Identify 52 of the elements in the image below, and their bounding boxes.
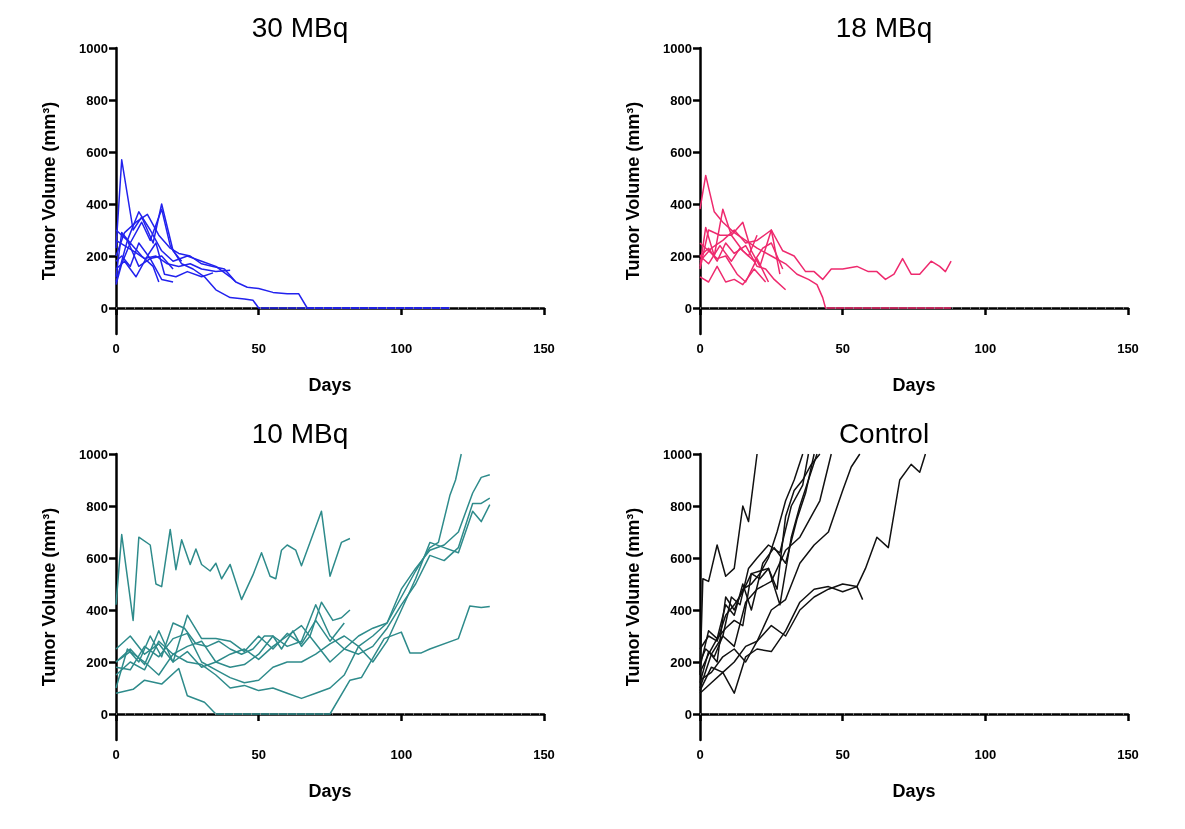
chart-title: Control: [838, 417, 930, 449]
y-tick-label: 1000: [663, 40, 692, 56]
x-tick-label: 0: [696, 747, 704, 762]
y-tick-label: 600: [670, 550, 692, 566]
x-tick-label: 150: [1117, 341, 1139, 356]
y-tick-label: 0: [684, 706, 692, 722]
y-axis-title: Tumor Volume (mm³): [39, 101, 59, 281]
x-tick-label: 100: [390, 747, 413, 762]
x-tick-label: 50: [251, 341, 266, 356]
y-tick-label: 0: [684, 300, 692, 316]
x-tick-label: 150: [1117, 747, 1139, 762]
x-axis-title: Days: [308, 375, 352, 395]
x-tick-label: 100: [390, 341, 413, 356]
y-tick-label: 800: [670, 92, 692, 108]
y-tick-label: 400: [670, 196, 692, 212]
y-tick-label: 200: [86, 248, 108, 264]
y-tick-label: 400: [670, 602, 692, 618]
y-tick-label: 400: [86, 196, 108, 212]
x-tick-label: 100: [974, 341, 997, 356]
chart-title: 30 MBq: [251, 11, 349, 43]
x-tick-label: 0: [112, 747, 120, 762]
y-tick-label: 1000: [79, 446, 108, 462]
x-tick-label: 0: [112, 341, 120, 356]
y-tick-label: 1000: [79, 40, 108, 56]
y-tick-label: 800: [670, 498, 692, 514]
x-tick-label: 50: [251, 747, 266, 762]
x-tick-label: 150: [533, 341, 555, 356]
x-tick-label: 150: [533, 747, 555, 762]
y-tick-label: 800: [86, 92, 108, 108]
y-tick-label: 800: [86, 498, 108, 514]
chart-title: 18 MBq: [835, 11, 933, 43]
y-axis-title: Tumor Volume (mm³): [623, 101, 643, 281]
chart-title: 10 MBq: [251, 417, 349, 449]
y-tick-label: 1000: [663, 446, 692, 462]
y-tick-label: 600: [86, 144, 108, 160]
x-tick-label: 50: [835, 341, 850, 356]
y-tick-label: 200: [670, 654, 692, 670]
y-tick-label: 0: [100, 706, 108, 722]
y-tick-label: 200: [670, 248, 692, 264]
y-tick-label: 600: [86, 550, 108, 566]
y-axis-title: Tumor Volume (mm³): [623, 507, 643, 687]
y-tick-label: 400: [86, 602, 108, 618]
x-axis-title: Days: [892, 781, 936, 801]
y-tick-label: 200: [86, 654, 108, 670]
x-axis-title: Days: [892, 375, 936, 395]
y-tick-label: 600: [670, 144, 692, 160]
y-axis-title: Tumor Volume (mm³): [39, 507, 59, 687]
x-tick-label: 100: [974, 747, 997, 762]
x-tick-label: 50: [835, 747, 850, 762]
y-tick-label: 0: [100, 300, 108, 316]
x-tick-label: 0: [696, 341, 704, 356]
x-axis-title: Days: [308, 781, 352, 801]
